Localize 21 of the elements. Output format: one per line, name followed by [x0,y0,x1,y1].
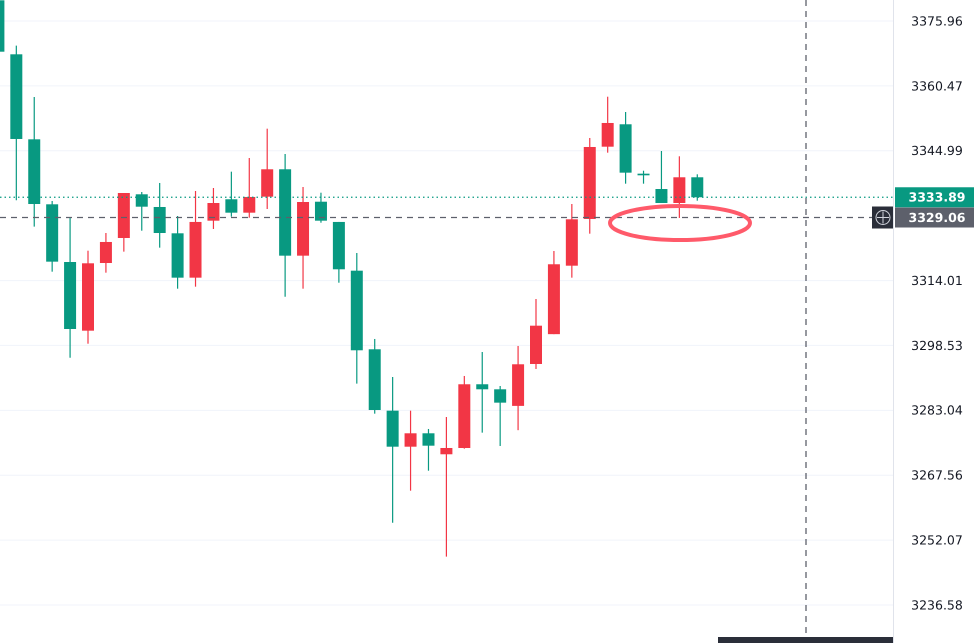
ref-line-label: 3333.89 [908,190,966,205]
candlestick [243,157,256,218]
y-tick-label: 3360.47 [911,78,963,94]
y-tick-label: 3344.99 [911,143,963,158]
candlestick [602,96,614,154]
candlestick [476,351,488,434]
candlestick [440,416,452,558]
y-tick-label: 3314.01 [911,272,963,288]
candlestick [422,428,434,472]
ref-line-label: 3329.06 [908,210,966,225]
candlestick [207,187,220,230]
candlestick [100,232,112,274]
candlestick [494,385,506,447]
y-tick-label: 3375.96 [911,13,963,28]
candlestick [404,410,417,492]
y-tick-label: 3267.56 [911,468,963,483]
y-tick-label: 3298.53 [911,338,963,353]
candlestick [638,170,650,184]
y-tick-label: 3283.04 [911,402,963,418]
y-tick-label: 3252.07 [911,532,963,548]
y-tick-label: 3236.58 [911,597,963,612]
